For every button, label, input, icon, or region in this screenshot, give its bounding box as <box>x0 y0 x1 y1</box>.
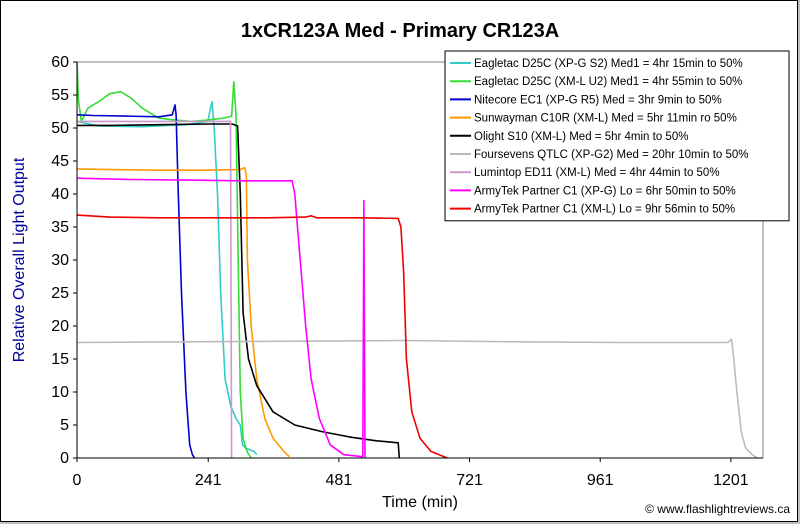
legend: Eagletac D25C (XP-G S2) Med1 = 4hr 15min… <box>444 50 790 222</box>
y-tick-label: 20 <box>51 318 69 335</box>
x-tick-label: 1201 <box>713 472 749 489</box>
x-axis: 0 241 481 721 961 1201 <box>73 457 763 489</box>
y-tick-label: 5 <box>60 417 69 434</box>
series-layer <box>76 61 759 459</box>
y-axis: 0 5 10 15 20 25 30 35 40 45 50 55 60 <box>51 54 78 467</box>
series-line-5 <box>77 123 401 459</box>
y-tick-label: 25 <box>51 285 69 302</box>
legend-entry-label: Foursevens QTLC (XP-G2) Med = 20hr 10min… <box>474 149 749 161</box>
y-tick-label: 60 <box>51 54 69 71</box>
series-line-8 <box>76 177 366 459</box>
y-tick-label: 30 <box>51 252 69 269</box>
y-tick-label: 50 <box>51 120 69 137</box>
y-tick-label: 0 <box>60 450 69 467</box>
series-line-1 <box>76 100 258 456</box>
x-tick-label: 721 <box>456 472 483 489</box>
credit-text: © www.flashlightreviews.ca <box>645 502 790 516</box>
series-line-7 <box>77 120 233 459</box>
legend-entry-label: Nitecore EC1 (XP-G R5) Med = 3hr 9min to… <box>474 94 722 106</box>
legend-entry-label: ArmyTek Partner C1 (XM-L) Lo = 9hr 56min… <box>474 204 735 216</box>
x-axis-label: Time (min) <box>382 494 458 511</box>
legend-entry-label: Eagletac D25C (XM-L U2) Med1 = 4hr 55min… <box>474 76 742 88</box>
y-tick-label: 40 <box>51 186 69 203</box>
legend-entry-label: Sunwayman C10R (XM-L) Med = 5hr 11min ro… <box>474 113 737 125</box>
x-tick-label: 481 <box>326 472 353 489</box>
chart-title: 1xCR123A Med - Primary CR123A <box>241 20 559 42</box>
series-line-3 <box>76 104 196 459</box>
x-tick-label: 961 <box>587 472 614 489</box>
legend-entry-label: ArmyTek Partner C1 (XP-G) Lo = 6hr 50min… <box>474 185 736 197</box>
legend-entry-label: Lumintop ED11 (XM-L) Med = 4hr 44min to … <box>474 167 720 179</box>
x-tick-label: 0 <box>73 472 82 489</box>
y-axis-label: Relative Overall Light Output <box>11 157 28 362</box>
y-tick-label: 15 <box>51 351 69 368</box>
series-line-6 <box>76 338 759 459</box>
x-tick-label: 241 <box>195 472 222 489</box>
y-tick-label: 10 <box>51 384 69 401</box>
legend-entry-label: Eagletac D25C (XP-G S2) Med1 = 4hr 15min… <box>474 58 743 70</box>
legend-box <box>444 50 790 222</box>
y-tick-label: 35 <box>51 219 69 236</box>
y-tick-label: 55 <box>51 87 69 104</box>
legend-entry-label: Olight S10 (XM-L) Med = 5hr 4min to 50% <box>474 131 688 143</box>
y-tick-label: 45 <box>51 153 69 170</box>
series-line-9 <box>76 214 448 459</box>
